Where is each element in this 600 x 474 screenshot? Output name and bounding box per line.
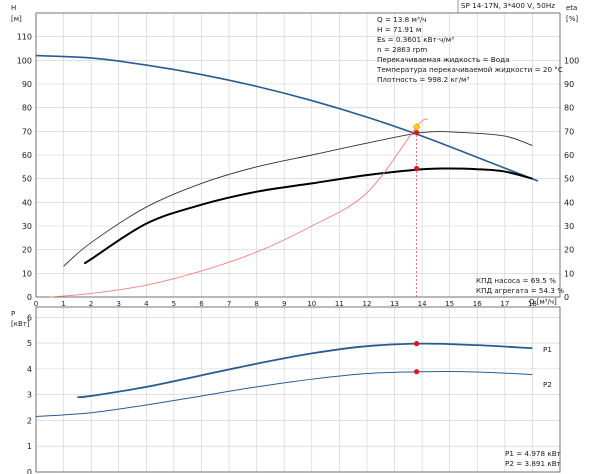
duty-point-p2 — [413, 369, 420, 375]
x-tick-label: 12 — [362, 300, 371, 308]
y-tick-label: 50 — [22, 175, 32, 184]
info-line: Перекачиваемая жидкость = Вода — [377, 55, 510, 64]
x-axis-title-q: Q [м³/ч] — [529, 298, 557, 306]
duty-point-marker — [412, 122, 421, 131]
power-y-tick-label: 3 — [27, 391, 32, 400]
power-y-tick-label: 6 — [27, 313, 32, 322]
power-y-tick-label: 1 — [27, 442, 32, 451]
duty-point-total-efficiency — [413, 165, 420, 172]
y2-tick-label: 40 — [564, 198, 574, 207]
x-tick-label: 18 — [528, 300, 537, 308]
y-tick-label: 70 — [22, 127, 32, 136]
y-tick-label: 110 — [17, 33, 32, 42]
y2-tick-label: 80 — [564, 104, 574, 113]
p2-value-label: P2 = 3.891 кВт — [505, 459, 561, 468]
y2-tick-label: 50 — [564, 175, 574, 184]
y-axis-unit-h: [м] — [11, 15, 22, 23]
x-tick-label: 16 — [473, 300, 482, 308]
pump-model-header: SP 14-17N, 3*400 V, 50Hz — [461, 1, 555, 10]
y2-tick-label: 20 — [564, 246, 574, 255]
system-curve — [49, 118, 428, 298]
info-line: Es = 0.3601 кВт·ч/м³ — [377, 35, 454, 44]
y-tick-label: 20 — [22, 246, 32, 255]
x-tick-label: 2 — [89, 300, 93, 308]
p1-series-label: P1 — [543, 345, 552, 354]
duty-point-pump-efficiency — [413, 129, 420, 136]
head-plot-grid — [35, 13, 560, 298]
y-axis-unit-p: [кВт] — [11, 320, 30, 328]
x-tick-label: 11 — [335, 300, 344, 308]
info-line: Q = 13.8 м³/ч — [377, 15, 427, 24]
info-line: Температура перекачиваемой жидкости = 20… — [376, 65, 563, 74]
power-y-tick-label: 4 — [27, 365, 32, 374]
x-tick-label: 1 — [61, 300, 65, 308]
x-tick-label: 0 — [34, 300, 38, 308]
y2-axis-unit-eta: [%] — [566, 15, 578, 23]
y-tick-label: 30 — [22, 222, 32, 231]
y2-tick-label: 90 — [564, 80, 574, 89]
pump-efficiency-curve — [63, 131, 533, 267]
y2-tick-label: 60 — [564, 151, 574, 160]
head-curve — [35, 54, 539, 182]
y-tick-label: 100 — [17, 56, 32, 65]
y2-tick-label: 100 — [564, 56, 579, 65]
x-tick-label: 7 — [227, 300, 231, 308]
info-line: n = 2863 rpm — [377, 45, 427, 54]
y-axis-title-p: P — [11, 310, 15, 318]
total-efficiency-label: КПД агрегата = 54.3 % — [476, 286, 564, 295]
x-tick-label: 9 — [282, 300, 286, 308]
x-tick-label: 8 — [254, 300, 258, 308]
x-tick-label: 14 — [418, 300, 427, 308]
y2-tick-label: 10 — [564, 269, 574, 278]
y-tick-label: 10 — [22, 269, 32, 278]
x-tick-label: 4 — [144, 300, 149, 308]
duty-point-p1 — [413, 341, 420, 347]
p1-curve — [77, 342, 533, 399]
info-line: Плотность = 998.2 кг/м³ — [377, 75, 469, 84]
pump-efficiency-label: КПД насоса = 69.5 % — [476, 276, 556, 285]
x-tick-label: 3 — [117, 300, 121, 308]
x-tick-label: 13 — [390, 300, 399, 308]
y-tick-label: 40 — [22, 198, 32, 207]
power-y-tick-label: 2 — [27, 416, 32, 425]
p1-value-label: P1 = 4.978 кВт — [505, 449, 561, 458]
x-tick-label: 15 — [445, 300, 454, 308]
x-tick-label: 5 — [172, 300, 176, 308]
y-tick-label: 0 — [27, 293, 32, 302]
x-tick-label: 6 — [199, 300, 204, 308]
power-plot-frame — [35, 306, 561, 473]
info-line: H = 71.91 м — [377, 25, 421, 34]
y-tick-label: 90 — [22, 80, 32, 89]
total-efficiency-curve — [83, 167, 533, 265]
head-plot-frame — [35, 12, 561, 298]
operating-info-block: Q = 13.8 м³/ч H = 71.91 м Es = 0.3601 кВ… — [376, 15, 563, 84]
power-plot-grid — [35, 307, 560, 473]
y-tick-label: 80 — [22, 104, 32, 113]
p2-series-label: P2 — [543, 380, 552, 389]
power-y-tick-label: 5 — [27, 339, 32, 348]
y2-tick-label: 70 — [564, 127, 574, 136]
y2-axis-title-eta: eta — [566, 4, 577, 12]
y-tick-label: 60 — [22, 151, 32, 160]
power-y-tick-label: 0 — [27, 468, 32, 474]
y-axis-title-h: H — [11, 4, 16, 12]
y2-tick-label: 0 — [564, 293, 569, 302]
x-tick-label: 10 — [307, 300, 316, 308]
y2-tick-label: 30 — [564, 222, 574, 231]
p2-curve — [35, 371, 533, 418]
x-tick-label: 17 — [500, 300, 509, 308]
